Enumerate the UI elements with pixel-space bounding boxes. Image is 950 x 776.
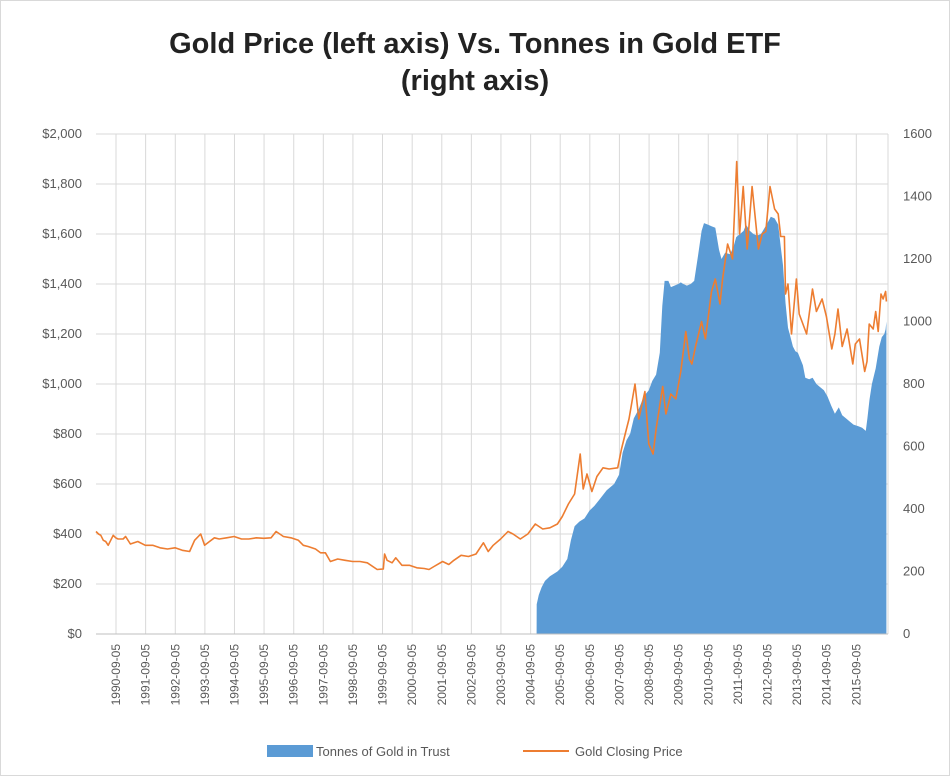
x-tick-label: 1993-09-05 <box>198 644 212 706</box>
series-tonnes-area <box>536 216 887 635</box>
x-tick-label: 2014-09-05 <box>820 644 834 706</box>
left-tick-label: $1,600 <box>42 226 82 241</box>
right-tick-label: 200 <box>903 564 925 579</box>
legend-label-tonnes: Tonnes of Gold in Trust <box>316 744 450 759</box>
left-tick-label: $600 <box>53 476 82 491</box>
x-tick-label: 1999-09-05 <box>376 644 390 706</box>
left-tick-label: $200 <box>53 576 82 591</box>
x-tick-label: 2010-09-05 <box>701 644 715 706</box>
left-tick-label: $0 <box>68 626 82 641</box>
x-tick-label: 1997-09-05 <box>316 644 330 706</box>
right-tick-label: 1200 <box>903 251 932 266</box>
x-tick-label: 1991-09-05 <box>139 644 153 706</box>
chart-title-line-2: (right axis) <box>400 65 550 97</box>
right-tick-label: 400 <box>903 501 925 516</box>
left-tick-label: $2,000 <box>42 126 82 141</box>
right-tick-label: 800 <box>903 376 925 391</box>
x-tick-label: 2008-09-05 <box>642 644 656 706</box>
left-tick-label: $1,800 <box>42 176 82 191</box>
price-line-layer <box>95 160 888 571</box>
left-tick-label: $400 <box>53 526 82 541</box>
right-tick-label: 1000 <box>903 314 932 329</box>
x-tick-label: 1994-09-05 <box>228 644 242 706</box>
right-tick-label: 0 <box>903 626 910 641</box>
right-tick-label: 600 <box>903 439 925 454</box>
x-tick-label: 2000-09-05 <box>405 644 419 706</box>
x-tick-label: 1996-09-05 <box>287 644 301 706</box>
x-tick-label: 2002-09-05 <box>464 644 478 706</box>
x-tick-label: 2003-09-05 <box>494 644 508 706</box>
x-tick-label: 2004-09-05 <box>524 644 538 706</box>
x-tick-label: 2006-09-05 <box>583 644 597 706</box>
x-tick-label: 2007-09-05 <box>612 644 626 706</box>
x-tick-label: 2009-09-05 <box>672 644 686 706</box>
x-axis-ticks: 1990-09-05 1991-09-05 1992-09-05 1993-09-05… <box>109 644 863 706</box>
left-tick-label: $1,400 <box>42 276 82 291</box>
left-tick-label: $1,200 <box>42 326 82 341</box>
x-tick-label: 2013-09-05 <box>790 644 804 706</box>
x-tick-label: 1990-09-05 <box>109 644 123 706</box>
x-tick-label: 1995-09-05 <box>257 644 271 706</box>
x-tick-label: 1998-09-05 <box>346 644 360 706</box>
series-price-line <box>95 160 888 571</box>
chart-title: Gold Price (left axis) Vs. Tonnes in Gol… <box>0 26 950 100</box>
legend: Tonnes of Gold in Trust Gold Closing Pri… <box>267 744 683 759</box>
right-axis-ticks: 0 200 400 600 800 1000 1200 1400 1600 <box>903 126 932 641</box>
legend-label-price: Gold Closing Price <box>575 744 683 759</box>
left-axis-ticks: $0 $200 $400 $600 $800 $1,000 $1,200 $1,400 $1,6… <box>42 126 82 641</box>
x-tick-label: 2015-09-05 <box>849 644 863 706</box>
tonnes-area-layer <box>536 216 887 635</box>
legend-swatch-tonnes <box>267 745 313 757</box>
left-tick-label: $1,000 <box>42 376 82 391</box>
chart-title-line-1: Gold Price (left axis) Vs. Tonnes in Gol… <box>169 28 781 60</box>
x-tick-label: 2001-09-05 <box>435 644 449 706</box>
right-tick-label: 1600 <box>903 126 932 141</box>
right-tick-label: 1400 <box>903 189 932 204</box>
x-tick-label: 1992-09-05 <box>168 644 182 706</box>
x-tick-label: 2012-09-05 <box>761 644 775 706</box>
left-tick-label: $800 <box>53 426 82 441</box>
x-tick-label: 2011-09-05 <box>731 644 745 705</box>
x-tick-label: 2005-09-05 <box>553 644 567 706</box>
